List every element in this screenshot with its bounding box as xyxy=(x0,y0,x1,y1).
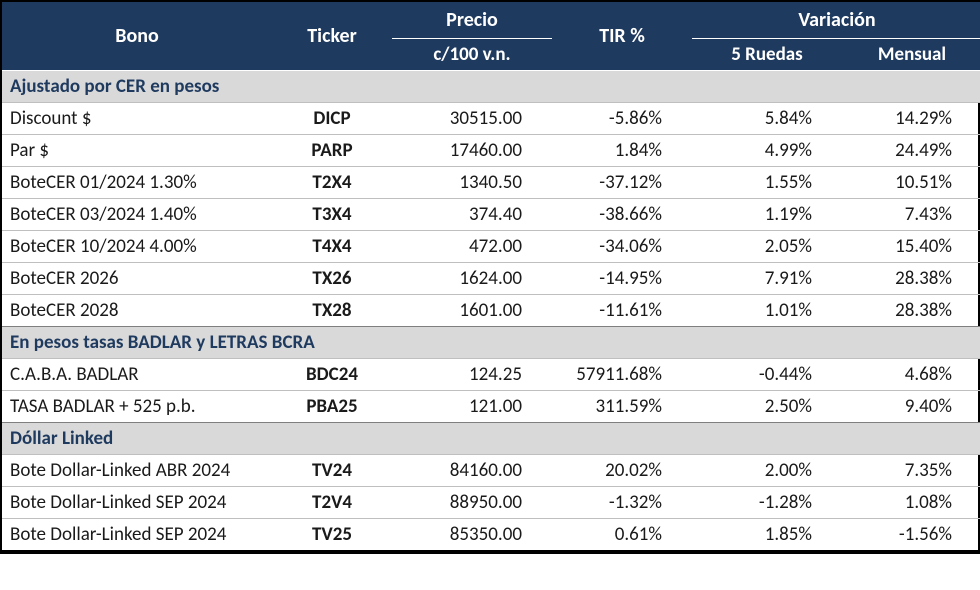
cell-varm: 7.43% xyxy=(842,199,980,231)
section-title: Dóllar Linked xyxy=(2,423,980,455)
cell-precio: 374.40 xyxy=(392,199,552,231)
cell-ticker: DICP xyxy=(272,103,392,135)
cell-var5: -1.28% xyxy=(692,487,842,519)
header-varm: Mensual xyxy=(842,39,980,71)
header-bono: Bono xyxy=(2,2,272,71)
cell-bono: TASA BADLAR + 525 p.b. xyxy=(2,391,272,423)
cell-bono: Par $ xyxy=(2,135,272,167)
cell-var5: 4.99% xyxy=(692,135,842,167)
table-row: BoteCER 2026TX261624.00-14.95%7.91%28.38… xyxy=(2,263,980,295)
cell-ticker: T2V4 xyxy=(272,487,392,519)
cell-ticker: TX28 xyxy=(272,295,392,327)
cell-bono: Bote Dollar-Linked SEP 2024 xyxy=(2,487,272,519)
table-row: BoteCER 03/2024 1.40%T3X4374.40-38.66%1.… xyxy=(2,199,980,231)
cell-bono: Bote Dollar-Linked SEP 2024 xyxy=(2,519,272,552)
cell-ticker: T4X4 xyxy=(272,231,392,263)
cell-varm: 9.40% xyxy=(842,391,980,423)
bond-table: Bono Ticker Precio TIR % Variación c/100… xyxy=(2,2,980,552)
header-ticker: Ticker xyxy=(272,2,392,71)
cell-precio: 88950.00 xyxy=(392,487,552,519)
section-title: Ajustado por CER en pesos xyxy=(2,71,980,103)
cell-tir: -5.86% xyxy=(552,103,692,135)
cell-ticker: TV24 xyxy=(272,455,392,487)
cell-tir: 1.84% xyxy=(552,135,692,167)
cell-ticker: T3X4 xyxy=(272,199,392,231)
table-body: Ajustado por CER en pesosDiscount $DICP3… xyxy=(2,71,980,552)
cell-precio: 85350.00 xyxy=(392,519,552,552)
cell-varm: 15.40% xyxy=(842,231,980,263)
cell-bono: C.A.B.A. BADLAR xyxy=(2,359,272,391)
cell-ticker: TX26 xyxy=(272,263,392,295)
cell-precio: 1624.00 xyxy=(392,263,552,295)
cell-precio: 30515.00 xyxy=(392,103,552,135)
table-row: Par $PARP17460.001.84%4.99%24.49% xyxy=(2,135,980,167)
cell-bono: BoteCER 03/2024 1.40% xyxy=(2,199,272,231)
cell-ticker: BDC24 xyxy=(272,359,392,391)
table-row: Bote Dollar-Linked SEP 2024T2V488950.00-… xyxy=(2,487,980,519)
cell-precio: 124.25 xyxy=(392,359,552,391)
cell-tir: -34.06% xyxy=(552,231,692,263)
cell-ticker: TV25 xyxy=(272,519,392,552)
cell-precio: 1340.50 xyxy=(392,167,552,199)
table-row: Bote Dollar-Linked SEP 2024TV2585350.000… xyxy=(2,519,980,552)
cell-var5: 1.55% xyxy=(692,167,842,199)
table-row: C.A.B.A. BADLARBDC24124.2557911.68%-0.44… xyxy=(2,359,980,391)
header-precio: Precio xyxy=(392,2,552,39)
cell-varm: 24.49% xyxy=(842,135,980,167)
cell-bono: BoteCER 2028 xyxy=(2,295,272,327)
cell-tir: -11.61% xyxy=(552,295,692,327)
cell-var5: 1.01% xyxy=(692,295,842,327)
cell-precio: 84160.00 xyxy=(392,455,552,487)
cell-tir: -37.12% xyxy=(552,167,692,199)
cell-ticker: T2X4 xyxy=(272,167,392,199)
cell-var5: 2.05% xyxy=(692,231,842,263)
cell-var5: 1.85% xyxy=(692,519,842,552)
cell-var5: 1.19% xyxy=(692,199,842,231)
cell-varm: 28.38% xyxy=(842,295,980,327)
table-row: Discount $DICP30515.00-5.86%5.84%14.29% xyxy=(2,103,980,135)
cell-var5: 2.50% xyxy=(692,391,842,423)
header-precio-sub: c/100 v.n. xyxy=(392,39,552,71)
cell-bono: Discount $ xyxy=(2,103,272,135)
table-row: BoteCER 01/2024 1.30%T2X41340.50-37.12%1… xyxy=(2,167,980,199)
cell-tir: 311.59% xyxy=(552,391,692,423)
cell-var5: 2.00% xyxy=(692,455,842,487)
cell-var5: 7.91% xyxy=(692,263,842,295)
section-title: En pesos tasas BADLAR y LETRAS BCRA xyxy=(2,327,980,359)
cell-varm: 1.08% xyxy=(842,487,980,519)
table-row: BoteCER 2028TX281601.00-11.61%1.01%28.38… xyxy=(2,295,980,327)
cell-tir: 0.61% xyxy=(552,519,692,552)
cell-tir: 57911.68% xyxy=(552,359,692,391)
cell-varm: 14.29% xyxy=(842,103,980,135)
header-variacion: Variación xyxy=(692,2,980,39)
cell-tir: -38.66% xyxy=(552,199,692,231)
cell-precio: 17460.00 xyxy=(392,135,552,167)
table-row: Bote Dollar-Linked ABR 2024TV2484160.002… xyxy=(2,455,980,487)
cell-bono: BoteCER 2026 xyxy=(2,263,272,295)
cell-varm: 10.51% xyxy=(842,167,980,199)
table-row: TASA BADLAR + 525 p.b.PBA25121.00311.59%… xyxy=(2,391,980,423)
cell-bono: Bote Dollar-Linked ABR 2024 xyxy=(2,455,272,487)
cell-ticker: PBA25 xyxy=(272,391,392,423)
cell-tir: -1.32% xyxy=(552,487,692,519)
cell-bono: BoteCER 01/2024 1.30% xyxy=(2,167,272,199)
cell-tir: 20.02% xyxy=(552,455,692,487)
cell-bono: BoteCER 10/2024 4.00% xyxy=(2,231,272,263)
cell-varm: 4.68% xyxy=(842,359,980,391)
cell-var5: 5.84% xyxy=(692,103,842,135)
cell-varm: -1.56% xyxy=(842,519,980,552)
header-tir: TIR % xyxy=(552,2,692,71)
cell-varm: 7.35% xyxy=(842,455,980,487)
cell-tir: -14.95% xyxy=(552,263,692,295)
cell-var5: -0.44% xyxy=(692,359,842,391)
table-row: BoteCER 10/2024 4.00%T4X4472.00-34.06%2.… xyxy=(2,231,980,263)
cell-precio: 121.00 xyxy=(392,391,552,423)
bond-table-container: Bono Ticker Precio TIR % Variación c/100… xyxy=(0,0,980,554)
cell-ticker: PARP xyxy=(272,135,392,167)
cell-varm: 28.38% xyxy=(842,263,980,295)
table-header: Bono Ticker Precio TIR % Variación c/100… xyxy=(2,2,980,71)
header-var5: 5 Ruedas xyxy=(692,39,842,71)
cell-precio: 1601.00 xyxy=(392,295,552,327)
cell-precio: 472.00 xyxy=(392,231,552,263)
